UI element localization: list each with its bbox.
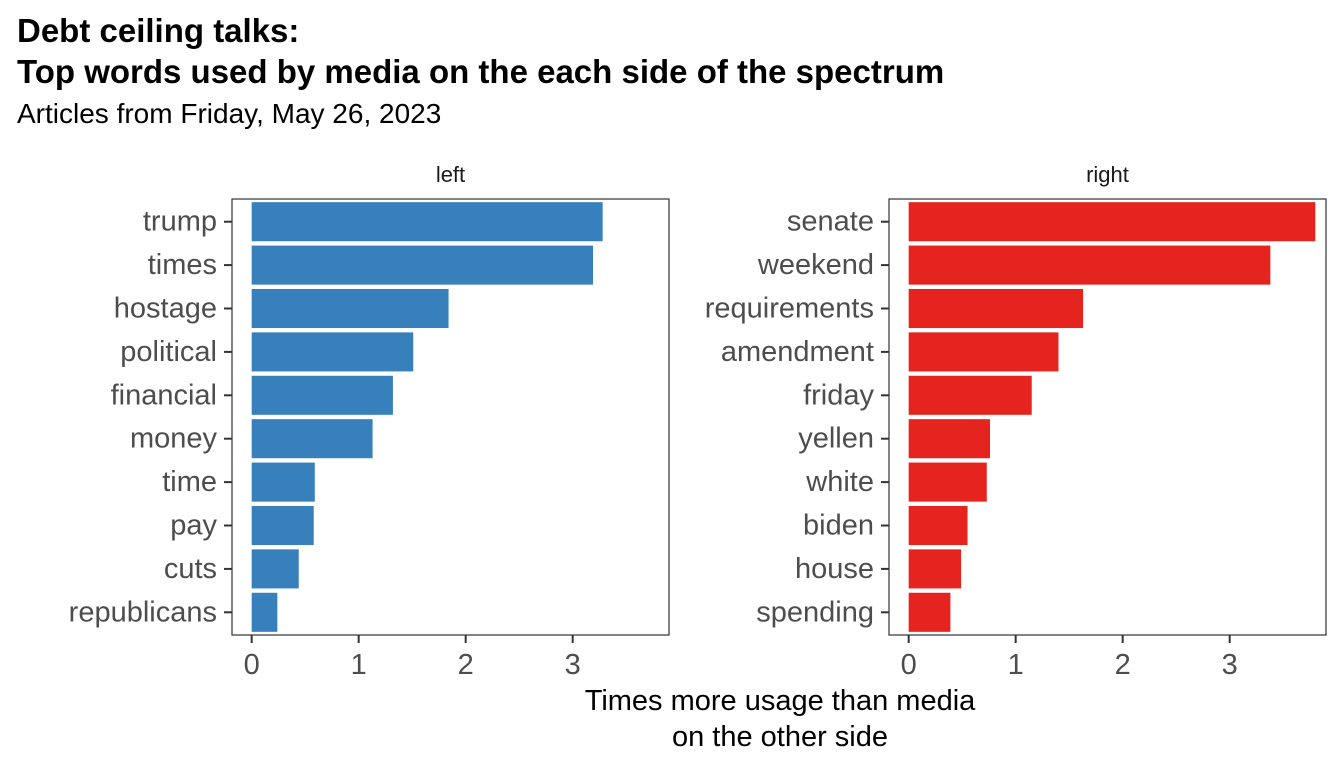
x-tick-label-left-1: 1 [351, 649, 367, 681]
x-tick-label-left-0: 0 [244, 649, 260, 681]
y-tick-label-left-republicans: republicans [69, 596, 217, 628]
y-tick-label-right-yellen: yellen [798, 423, 874, 455]
bar-left-cuts [251, 549, 299, 589]
bar-left-hostage [251, 288, 449, 329]
y-tick-label-left-political: political [120, 336, 217, 368]
bar-right-requirements [908, 288, 1084, 329]
y-tick-label-right-biden: biden [803, 510, 874, 542]
x-tick-label-left-2: 2 [458, 649, 474, 681]
y-tick-label-left-money: money [130, 423, 218, 455]
y-tick-label-right-spending: spending [756, 596, 874, 628]
bar-right-house [908, 549, 962, 589]
y-tick-label-left-cuts: cuts [164, 553, 217, 585]
chart-subtitle: Articles from Friday, May 26, 2023 [17, 98, 442, 129]
facet-label-left: left [436, 162, 465, 187]
y-tick-label-left-hostage: hostage [114, 293, 217, 325]
bar-left-money [251, 419, 373, 459]
bar-right-senate [908, 202, 1316, 242]
bar-left-republicans [251, 592, 278, 632]
y-tick-label-right-requirements: requirements [705, 293, 874, 325]
y-tick-label-right-friday: friday [803, 379, 874, 411]
y-tick-label-left-time: time [162, 466, 217, 498]
y-tick-label-left-pay: pay [170, 510, 217, 542]
bar-left-political [251, 332, 414, 372]
x-axis-label: Times more usage than media on the other… [420, 683, 1140, 755]
bar-right-friday [908, 375, 1032, 415]
x-tick-label-right-0: 0 [901, 649, 917, 681]
x-axis-label-line-2: on the other side [671, 721, 889, 753]
y-tick-label-right-senate: senate [787, 206, 874, 238]
x-tick-label-right-2: 2 [1115, 649, 1131, 681]
title-line-1: Debt ceiling talks: [17, 12, 300, 49]
facet-label-right: right [1086, 162, 1129, 187]
chart-title: Debt ceiling talks: Top words used by me… [17, 10, 944, 92]
bar-left-time [251, 462, 315, 502]
bar-left-pay [251, 505, 314, 546]
bar-right-white [908, 462, 987, 502]
title-line-2: Top words used by media on the each side… [17, 53, 945, 90]
y-tick-label-right-weekend: weekend [757, 249, 874, 281]
y-tick-label-right-amendment: amendment [721, 336, 874, 368]
y-tick-label-left-financial: financial [111, 379, 217, 411]
y-tick-label-left-trump: trump [143, 206, 217, 238]
bar-right-biden [908, 505, 968, 546]
bar-right-yellen [908, 419, 990, 459]
bar-left-financial [251, 375, 393, 415]
bar-right-weekend [908, 245, 1271, 285]
y-tick-label-right-white: white [805, 466, 874, 498]
x-tick-label-right-3: 3 [1222, 649, 1238, 681]
x-tick-label-right-1: 1 [1008, 649, 1024, 681]
y-tick-label-right-house: house [795, 553, 874, 585]
x-axis-label-line-1: Times more usage than media [584, 685, 976, 717]
bar-left-trump [251, 202, 603, 242]
bar-right-spending [908, 592, 951, 632]
bar-right-amendment [908, 332, 1059, 372]
y-tick-label-left-times: times [148, 249, 217, 281]
bar-left-times [251, 245, 594, 285]
x-tick-label-left-3: 3 [565, 649, 581, 681]
